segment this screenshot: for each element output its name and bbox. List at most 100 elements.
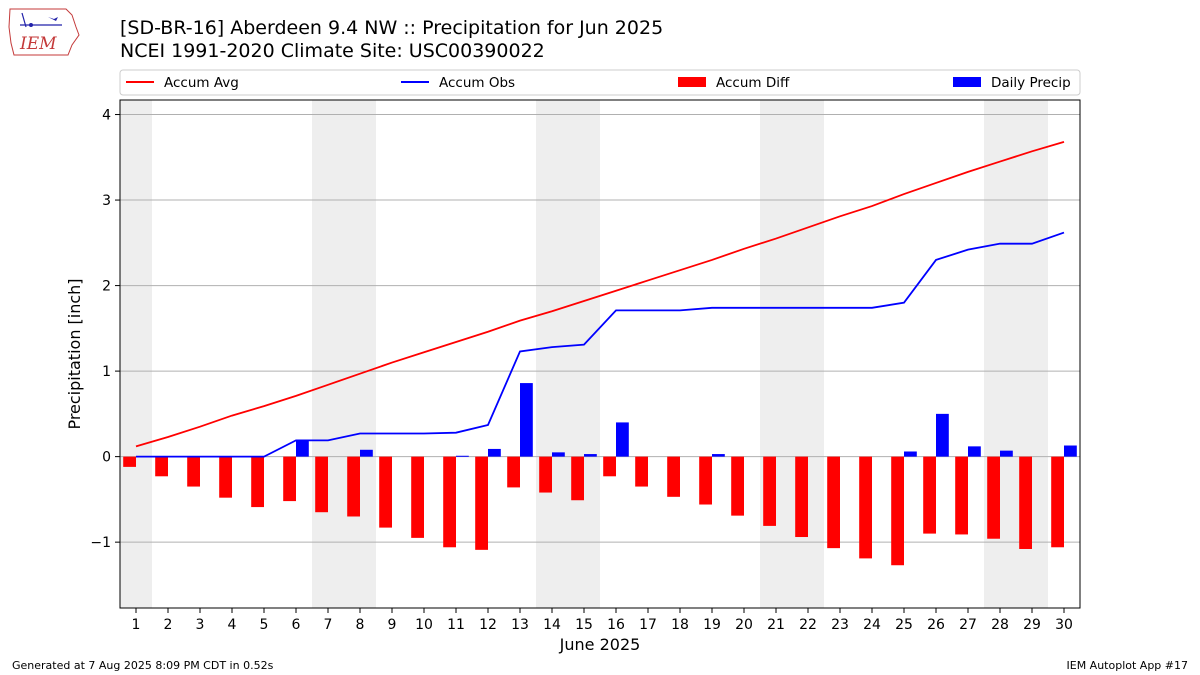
logo-text: IEM — [19, 34, 57, 54]
daily-precip-bar — [584, 454, 597, 457]
x-tick-label: 28 — [991, 617, 1009, 633]
x-tick-label: 4 — [228, 617, 237, 633]
legend-label: Daily Precip — [991, 75, 1071, 91]
accum-avg-line — [135, 141, 1065, 448]
accum-diff-bar — [603, 456, 616, 477]
x-tick-label: 20 — [735, 617, 753, 633]
accum-diff-bar — [411, 456, 424, 538]
daily-precip-bar — [552, 452, 565, 457]
daily-precip-bar — [360, 449, 373, 457]
legend-bar-swatch — [953, 77, 981, 87]
accum-diff-bar — [987, 456, 1000, 539]
x-tick-label: 12 — [479, 617, 497, 633]
legend-label: Accum Avg — [164, 75, 239, 91]
x-tick-label: 15 — [575, 617, 593, 633]
accum-diff-bar — [699, 456, 712, 505]
daily-precip-bar — [520, 383, 533, 457]
y-tick-label: 2 — [102, 279, 111, 295]
daily-precip-bar — [1000, 450, 1013, 457]
accum-diff-bar — [635, 456, 648, 487]
app-footer: IEM Autoplot App #17 — [1066, 659, 1189, 672]
accum-diff-bar — [955, 456, 968, 535]
accum-diff-bar — [283, 456, 296, 502]
accum-diff-bar — [539, 456, 552, 493]
x-tick-label: 9 — [388, 617, 397, 633]
x-tick-label: 6 — [292, 617, 301, 633]
accum-obs-line — [136, 231, 1065, 458]
accum-diff-bar — [443, 456, 456, 548]
x-axis-label: June 2025 — [559, 635, 641, 654]
x-tick-label: 26 — [927, 617, 945, 633]
chart-title: [SD-BR-16] Aberdeen 9.4 NW :: Precipitat… — [120, 17, 664, 39]
bird-shape — [48, 17, 58, 21]
daily-precip-bar — [936, 413, 949, 457]
x-tick-label: 10 — [415, 617, 433, 633]
tower-dot-shape — [29, 23, 33, 27]
accum-diff-bar — [379, 456, 392, 528]
x-tick-label: 22 — [799, 617, 817, 633]
x-tick-label: 17 — [639, 617, 657, 633]
daily-precip-bar — [904, 451, 917, 457]
x-tick-label: 27 — [959, 617, 977, 633]
weekend-shade — [536, 100, 568, 608]
x-tick-label: 13 — [511, 617, 529, 633]
x-tick-label: 11 — [447, 617, 465, 633]
daily-precip-bar — [968, 446, 981, 457]
accum-diff-bar — [219, 456, 232, 498]
daily-precip-bar — [616, 422, 629, 457]
x-tick-label: 5 — [260, 617, 269, 633]
weekend-shade — [568, 100, 600, 608]
accum-diff-bar — [763, 456, 776, 526]
daily-precip-bar — [456, 455, 469, 457]
accum-diff-bar — [795, 456, 808, 538]
weekend-shade — [344, 100, 376, 608]
daily-precip-bar — [488, 448, 501, 457]
x-tick-label: 19 — [703, 617, 721, 633]
accum-diff-bar — [859, 456, 872, 559]
daily-precip-bar — [712, 454, 725, 457]
x-tick-label: 21 — [767, 617, 785, 633]
accum-diff-bar — [251, 456, 264, 508]
weekend-shade — [120, 100, 152, 608]
iowa-outline-shape — [8, 8, 80, 56]
x-tick-label: 14 — [543, 617, 561, 633]
x-tick-label: 25 — [895, 617, 913, 633]
y-tick-label: −1 — [90, 535, 111, 551]
x-tick-label: 1 — [132, 617, 141, 633]
accum-diff-bar — [891, 456, 904, 566]
x-tick-label: 3 — [196, 617, 205, 633]
accum-diff-bar — [507, 456, 520, 488]
y-tick-label: 3 — [102, 193, 111, 209]
y-tick-label: 0 — [102, 450, 111, 466]
weekend-shade — [312, 100, 344, 608]
daily-precip-bar — [296, 440, 309, 457]
generated-footer: Generated at 7 Aug 2025 8:09 PM CDT in 0… — [12, 659, 274, 672]
accum-diff-bar — [347, 456, 360, 517]
accum-diff-bar — [123, 456, 136, 467]
x-tick-label: 24 — [863, 617, 881, 633]
accum-diff-bar — [187, 456, 200, 487]
x-tick-label: 16 — [607, 617, 625, 633]
chart-subtitle: NCEI 1991-2020 Climate Site: USC00390022 — [120, 40, 545, 62]
x-tick-label: 18 — [671, 617, 689, 633]
accum-diff-bar — [571, 456, 584, 501]
legend-box — [119, 69, 1081, 96]
accum-diff-bar — [315, 456, 328, 513]
x-tick-label: 29 — [1023, 617, 1041, 633]
x-tick-label: 2 — [164, 617, 173, 633]
legend-bar-swatch — [678, 77, 706, 87]
daily-precip-bar — [1064, 445, 1077, 457]
x-tick-label: 23 — [831, 617, 849, 633]
legend-label: Accum Diff — [716, 75, 790, 91]
x-tick-label: 30 — [1055, 617, 1073, 633]
x-tick-label: 7 — [324, 617, 333, 633]
accum-diff-bar — [475, 456, 488, 550]
accum-diff-bar — [1051, 456, 1064, 548]
weekend-shade — [760, 100, 792, 608]
x-tick-label: 8 — [356, 617, 365, 633]
legend-label: Accum Obs — [439, 75, 515, 91]
accum-diff-bar — [667, 456, 680, 497]
accum-diff-bar — [923, 456, 936, 534]
plot-frame — [119, 99, 1081, 609]
